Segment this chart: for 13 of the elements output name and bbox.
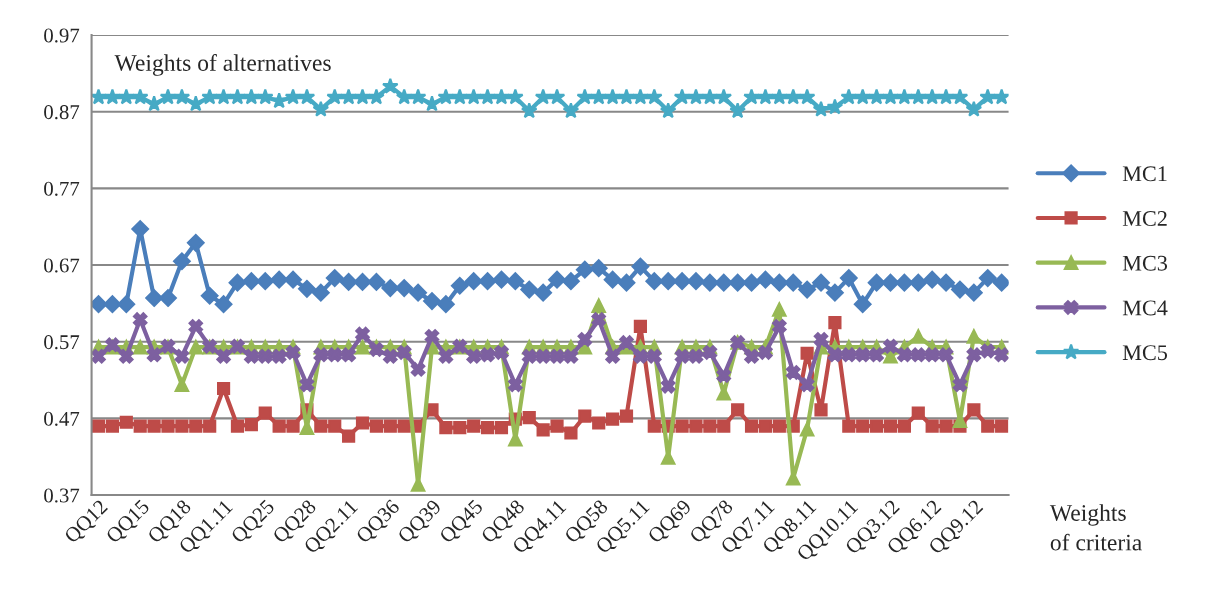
y-tick-label: 0.57 [44,335,80,350]
y-tick-label: 0.47 [44,411,80,426]
annotation: Weights of alternatives [114,54,331,76]
y-tick-label: 0.77 [44,181,80,196]
legend-label: MC4 [1122,300,1168,316]
legend-label: MC5 [1122,345,1168,361]
legend-label: MC1 [1122,166,1167,182]
legend-label: MC3 [1122,255,1168,271]
y-tick-label: 0.87 [44,105,80,120]
legend-label: MC2 [1122,211,1167,226]
y-tick-label: 0.97 [44,28,80,43]
y-tick-label: 0.67 [44,258,80,273]
x-axis-title: Weights of criteria [1049,504,1142,551]
